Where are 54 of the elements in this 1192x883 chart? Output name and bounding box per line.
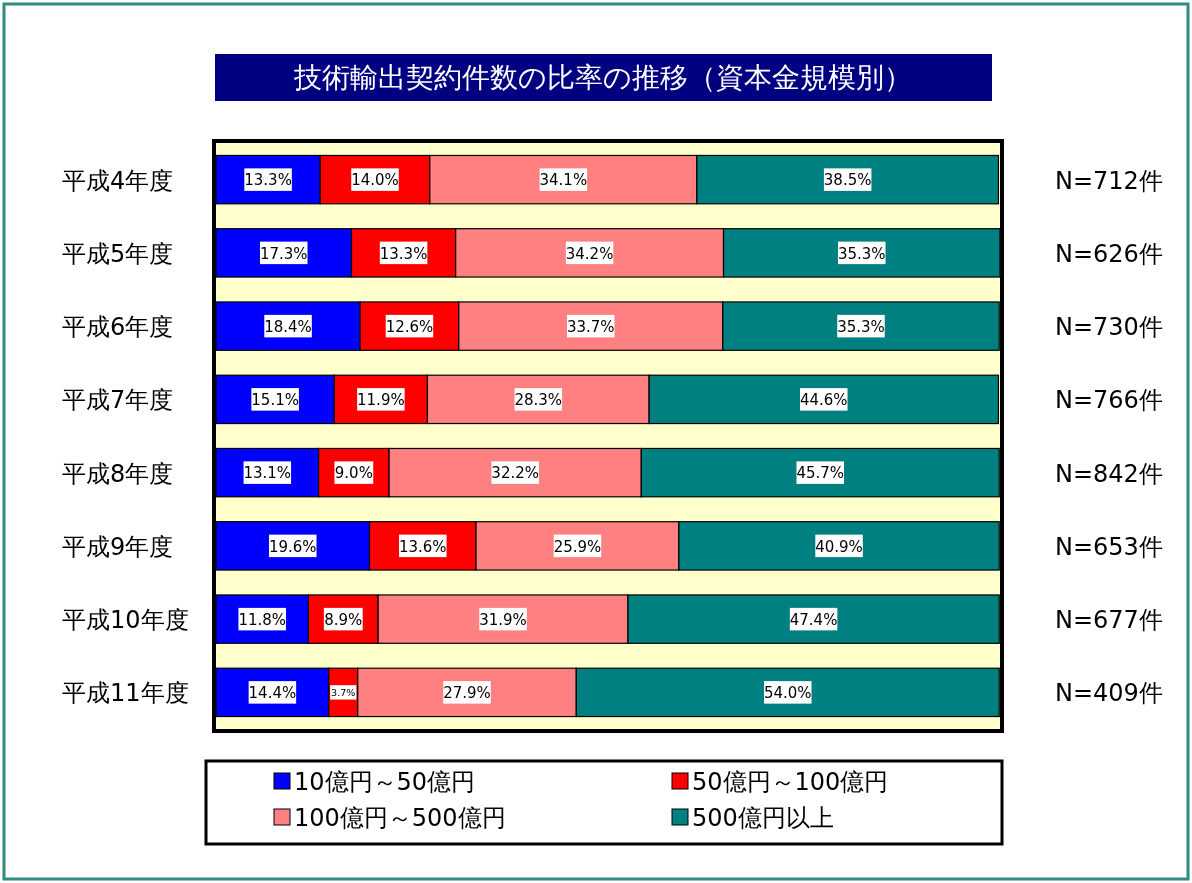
data-label: 28.3%: [514, 391, 563, 410]
legend-label: 100億円～500億円: [294, 804, 506, 832]
data-label: 35.3%: [837, 317, 885, 336]
data-label: 44.6%: [799, 391, 848, 410]
title: 技術輸出契約件数の比率の推移（資本金規模別）: [215, 54, 992, 101]
data-label: 19.6%: [268, 537, 317, 556]
data-label: 13.3%: [379, 244, 428, 263]
text: N=842件: [1055, 459, 1163, 488]
y-tick-label: 平成11年度: [62, 679, 189, 708]
data-label: 14.0%: [351, 171, 399, 190]
text: N=766件: [1055, 386, 1163, 415]
data-label: 32.2%: [491, 464, 540, 483]
legend-label: 500億円以上: [692, 804, 834, 832]
text: N=712件: [1055, 166, 1163, 195]
data-label: 15.1%: [251, 391, 299, 410]
data-label: 45.7%: [796, 464, 845, 483]
data-label: 11.9%: [357, 391, 405, 410]
data-label: 17.3%: [259, 244, 308, 263]
chart-title: 技術輸出契約件数の比率の推移（資本金規模別）: [293, 61, 912, 94]
y-tick-label: 平成5年度: [62, 239, 174, 268]
y-tick-label: 平成4年度: [62, 166, 174, 195]
data-label: 13.6%: [398, 537, 447, 556]
data-label: 18.4%: [264, 317, 312, 336]
data-label: 54.0%: [763, 684, 812, 703]
data-label: 12.6%: [385, 317, 434, 336]
legend-label: 50億円～100億円: [692, 768, 889, 796]
data-label: 3.7%: [331, 687, 356, 699]
data-label: 33.7%: [566, 317, 615, 336]
data-label: 27.9%: [443, 684, 491, 703]
y-tick-label: 平成7年度: [62, 386, 174, 415]
text: N=653件: [1055, 532, 1163, 561]
data-label: 13.3%: [244, 171, 292, 190]
data-label: 31.9%: [479, 610, 527, 629]
data-label: 14.4%: [248, 684, 297, 703]
text: N=409件: [1055, 679, 1163, 708]
data-label: 9.0%: [334, 464, 373, 483]
data-label: 34.2%: [565, 244, 614, 263]
data-label: 38.5%: [823, 171, 872, 190]
data-label: 35.3%: [837, 244, 886, 263]
text: N=730件: [1055, 313, 1163, 342]
data-label: 34.1%: [539, 171, 588, 190]
data-label: 11.8%: [238, 610, 287, 629]
text: N=677件: [1055, 606, 1163, 635]
y-tick-label: 平成6年度: [62, 313, 174, 342]
y-tick-label: 平成8年度: [62, 459, 174, 488]
data-label: 25.9%: [553, 537, 602, 556]
data-label: 13.1%: [243, 464, 292, 483]
legend-label: 10億円～50億円: [294, 768, 476, 796]
data-label: 47.4%: [789, 610, 838, 629]
y-tick-label: 平成10年度: [62, 606, 189, 635]
text: N=626件: [1055, 239, 1163, 268]
y-tick-label: 平成9年度: [62, 532, 174, 561]
data-label: 8.9%: [324, 610, 363, 629]
data-label: 40.9%: [815, 537, 863, 556]
